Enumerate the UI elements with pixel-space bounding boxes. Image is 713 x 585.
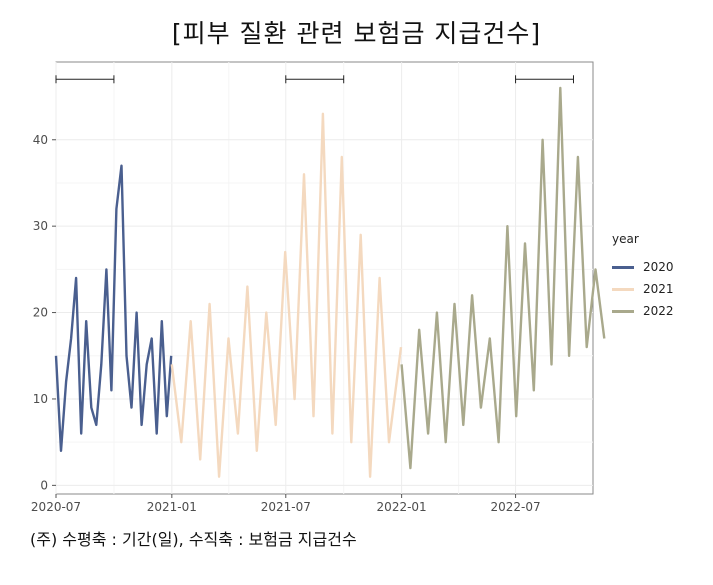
x-tick-label: 2021-01: [147, 500, 197, 514]
y-tick-label: 40: [33, 133, 48, 147]
x-tick-label: 2021-07: [261, 500, 311, 514]
axis-ticks: 2020-07 2021-01 2021-07 2022-01 2022-07 0 10 20…: [31, 133, 541, 514]
x-tick-label: 2022-07: [490, 500, 540, 514]
legend-swatch-2020: [612, 265, 634, 269]
legend-item-2022: 2022: [612, 300, 674, 322]
series-line-2021: [170, 112, 403, 478]
y-tick-label: 0: [40, 478, 48, 492]
plot-panel: [55, 61, 594, 495]
series-line-2022: [400, 86, 606, 470]
y-tick-label: 10: [33, 392, 48, 406]
x-tick-label: 2022-01: [377, 500, 427, 514]
legend-title: year: [612, 232, 639, 246]
legend-label-2022: 2022: [643, 304, 674, 318]
series-lines: [54, 86, 606, 478]
y-tick-label: 30: [33, 219, 48, 233]
line-chart: 2020-07 2021-01 2021-07 2022-01 2022-07 0 10 20…: [31, 61, 606, 514]
legend: year 2020 2021 2022: [612, 232, 674, 322]
legend-label-2021: 2021: [643, 282, 674, 296]
legend-label-2020: 2020: [643, 260, 674, 274]
chart-caption: (주) 수평축 : 기간(일), 수직축 : 보험금 지급건수: [30, 530, 357, 549]
legend-item-2021: 2021: [612, 278, 674, 300]
x-tick-label: 2020-07: [31, 500, 81, 514]
gridlines: [55, 62, 593, 494]
y-tick-label: 20: [33, 306, 48, 320]
bracket-markers: [55, 75, 574, 84]
chart-title: [피부 질환 관련 보험금 지급건수]: [171, 19, 542, 48]
series-line-2020: [54, 164, 173, 452]
legend-item-2020: 2020: [612, 256, 674, 278]
legend-swatch-2021: [612, 287, 634, 291]
legend-swatch-2022: [612, 309, 634, 313]
